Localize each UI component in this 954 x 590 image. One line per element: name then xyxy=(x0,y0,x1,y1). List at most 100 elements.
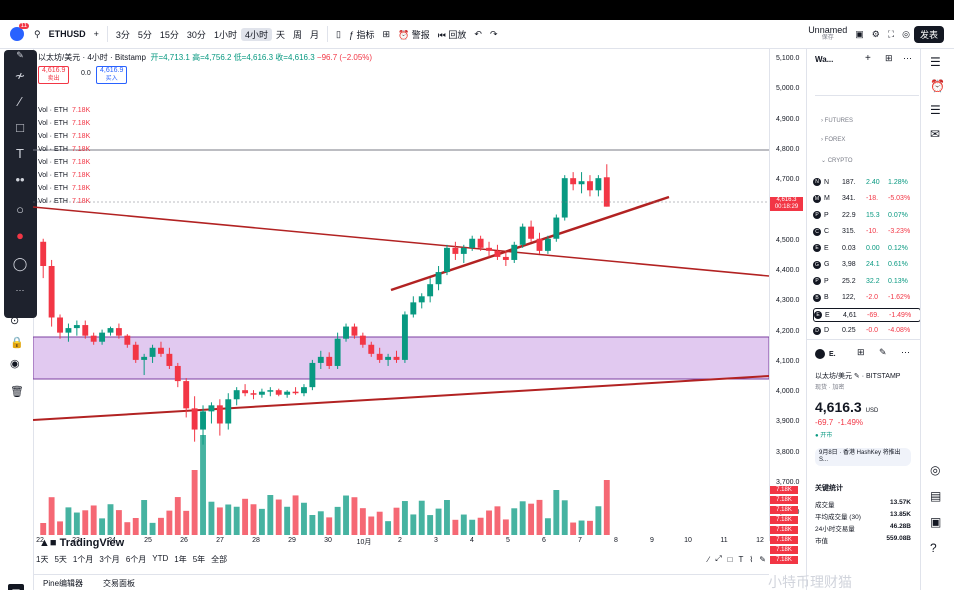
undo-icon[interactable]: ↶ xyxy=(474,28,482,39)
layout-grid-icon[interactable]: ⊞ xyxy=(857,347,865,357)
range-5天[interactable]: 5天 xyxy=(54,554,67,564)
record-icon[interactable]: ● xyxy=(16,228,24,243)
help-icon[interactable]: ? xyxy=(930,541,937,555)
watchlist-icon[interactable]: ☰ xyxy=(930,55,941,69)
interval-5分[interactable]: 5分 xyxy=(137,29,152,40)
layout-name[interactable]: Unnamed 保存 xyxy=(808,25,848,42)
volume-indicator-label[interactable]: Vol · ETH 7.18K xyxy=(38,146,91,153)
text-icon[interactable]: T xyxy=(738,554,744,564)
lock-icon[interactable]: 🔒 xyxy=(10,337,24,349)
interval-1小时[interactable]: 1小时 xyxy=(213,29,237,40)
watchlist-row[interactable]: P P 25.2 32.2 0.13% xyxy=(813,275,919,287)
more-icon[interactable]: ⋯ xyxy=(903,53,912,63)
volume-indicator-label[interactable]: Vol · ETH 7.18K xyxy=(38,107,91,114)
watchlist-row[interactable]: C C 315. -10. -3.23% xyxy=(813,226,919,238)
text-icon[interactable]: T xyxy=(16,146,24,161)
add-symbol-icon[interactable]: + xyxy=(865,53,871,64)
news-card[interactable]: 9月8日 · 香港 HashKey 将推出 S... xyxy=(815,448,911,466)
watchlist-row[interactable]: G G 3,98 24.1 0.61% xyxy=(813,259,919,271)
chat-icon[interactable]: ✉ xyxy=(930,127,941,141)
range-6个月[interactable]: 6个月 xyxy=(125,554,147,564)
measure-icon[interactable]: ○ xyxy=(16,202,24,217)
trash-icon[interactable]: 🗑 xyxy=(10,386,24,398)
watchlist-title[interactable]: Wa... xyxy=(815,55,834,64)
volume-indicator-label[interactable]: Vol · ETH 7.18K xyxy=(38,120,91,127)
zoom-icon[interactable]: ◯ xyxy=(12,256,28,271)
layers-icon[interactable]: ☰ xyxy=(930,103,941,117)
watchlist-row[interactable]: D D 0.25 -0.0 -4.08% xyxy=(813,325,919,337)
tab-pine-editor[interactable]: Pine编辑器 xyxy=(43,578,84,588)
add-symbol-icon[interactable]: + xyxy=(93,29,99,39)
more-tools-icon[interactable]: ⋯ xyxy=(15,285,25,295)
section-crypto[interactable]: ⌄ CRYPTO xyxy=(821,158,853,164)
brush-icon[interactable]: ✎ xyxy=(759,554,766,564)
settings-icon[interactable]: ⚙ xyxy=(871,28,880,39)
alert-button[interactable]: ⏰ 警报 xyxy=(398,29,430,40)
object-tree-icon[interactable]: ▣ xyxy=(8,584,24,590)
edit-icon[interactable]: ✎ xyxy=(879,347,887,357)
eye-icon[interactable]: ◉ xyxy=(10,358,20,370)
pencil-icon[interactable]: ✎ xyxy=(16,50,24,60)
interval-3分[interactable]: 3分 xyxy=(115,29,130,40)
time-axis[interactable]: 22 23 24 25 26 27 28 29 30 10月 2 3 4 5 6 7 8 9 10 11 12 xyxy=(33,534,769,548)
range-1年[interactable]: 1年 xyxy=(174,554,187,564)
range-3个月[interactable]: 3个月 xyxy=(99,554,120,564)
watchlist-row[interactable]: E E 4,61 -69. -1.49% xyxy=(813,308,921,322)
layout-grid-icon[interactable]: ⊞ xyxy=(885,53,893,63)
pattern-icon[interactable]: •• xyxy=(15,172,25,187)
chart-pane[interactable]: 以太坊/美元 · 4小时 · Bitstamp 开=4,713.1 高=4,75… xyxy=(33,49,769,549)
measure-icon[interactable]: ⤢ xyxy=(715,554,722,563)
trend-line-icon[interactable]: ∕ xyxy=(18,94,22,109)
section-futures[interactable]: › FUTURES xyxy=(821,118,854,124)
candlestick-chart[interactable] xyxy=(33,49,769,541)
volume-indicator-label[interactable]: Vol · ETH 7.18K xyxy=(38,185,91,192)
range-1天[interactable]: 1天 xyxy=(36,554,49,564)
more-icon[interactable]: ⋯ xyxy=(901,347,910,357)
volume-indicator-label[interactable]: Vol · ETH 7.18K xyxy=(38,133,91,140)
candle-type-icon[interactable]: ▯ xyxy=(336,28,341,39)
replay-button[interactable]: ⏮ 回放 xyxy=(437,29,467,40)
watchlist-row[interactable]: P P 22.9 15.3 0.07% xyxy=(813,209,919,221)
price-axis[interactable]: 5,100.0 5,000.0 4,900.0 4,800.0 4,700.0 4,500… xyxy=(769,49,806,541)
search-icon[interactable]: ⚲ xyxy=(34,28,41,39)
publish-button[interactable]: 发表 xyxy=(913,25,944,43)
range-YTD[interactable]: YTD xyxy=(152,553,169,563)
layout-grid-icon[interactable]: ▣ xyxy=(855,28,864,39)
tab-trading-panel[interactable]: 交易面板 xyxy=(103,578,136,588)
interval-30分[interactable]: 30分 xyxy=(186,29,206,40)
watchlist-row[interactable]: M M 341. -18. -5.03% xyxy=(813,194,911,203)
rectangle-icon[interactable]: □ xyxy=(727,554,733,564)
trend-line-icon[interactable]: ∕ xyxy=(707,554,710,564)
section-forex[interactable]: › FOREX xyxy=(821,137,846,143)
range-5年[interactable]: 5年 xyxy=(192,554,206,564)
magnet-icon[interactable]: ⊙ xyxy=(10,315,20,327)
drawings-icon[interactable]: ▣ xyxy=(930,515,942,529)
interval-周[interactable]: 周 xyxy=(292,29,302,40)
rectangle-icon[interactable]: □ xyxy=(16,120,24,135)
avatar[interactable]: 11 xyxy=(10,23,29,41)
interval-天[interactable]: 天 xyxy=(275,29,285,40)
redo-icon[interactable]: ↷ xyxy=(489,28,498,39)
interval-4小时[interactable]: 4小时 xyxy=(240,27,272,41)
watchlist-row[interactable]: N N 187. 2.40 1.28% xyxy=(813,176,919,188)
volume-indicator-label[interactable]: Vol · ETH 7.18K xyxy=(38,198,91,205)
freehand-icon[interactable]: ≁ xyxy=(14,68,26,83)
camera-icon[interactable]: ◎ xyxy=(902,28,910,39)
symbol-search[interactable]: ETHUSD xyxy=(48,29,86,39)
path-icon[interactable]: ⌇ xyxy=(749,554,754,564)
watchlist-row[interactable]: B B 122, -2.0 -1.62% xyxy=(813,292,919,304)
volume-indicator-label[interactable]: Vol · ETH 7.18K xyxy=(38,159,91,166)
alarm-icon[interactable]: ⏰ xyxy=(930,79,945,93)
interval-15分[interactable]: 15分 xyxy=(159,29,179,40)
range-1个月[interactable]: 1个月 xyxy=(72,554,94,564)
calendar-icon[interactable]: ▤ xyxy=(930,489,942,503)
target-icon[interactable]: ◎ xyxy=(930,463,941,477)
volume-indicator-label[interactable]: Vol · ETH 7.18K xyxy=(38,172,91,179)
interval-月[interactable]: 月 xyxy=(310,29,320,40)
sell-button[interactable]: 4,616.9 卖出 xyxy=(38,66,70,84)
indicators-button[interactable]: ƒ 指标 xyxy=(348,29,375,40)
fullscreen-icon[interactable]: ⛶ xyxy=(887,28,895,39)
watchlist-row[interactable]: E E 0.03 0.00 0.12% xyxy=(813,242,919,254)
range-全部[interactable]: 全部 xyxy=(211,554,228,564)
layout-grid-icon[interactable]: ⊞ xyxy=(382,28,391,39)
